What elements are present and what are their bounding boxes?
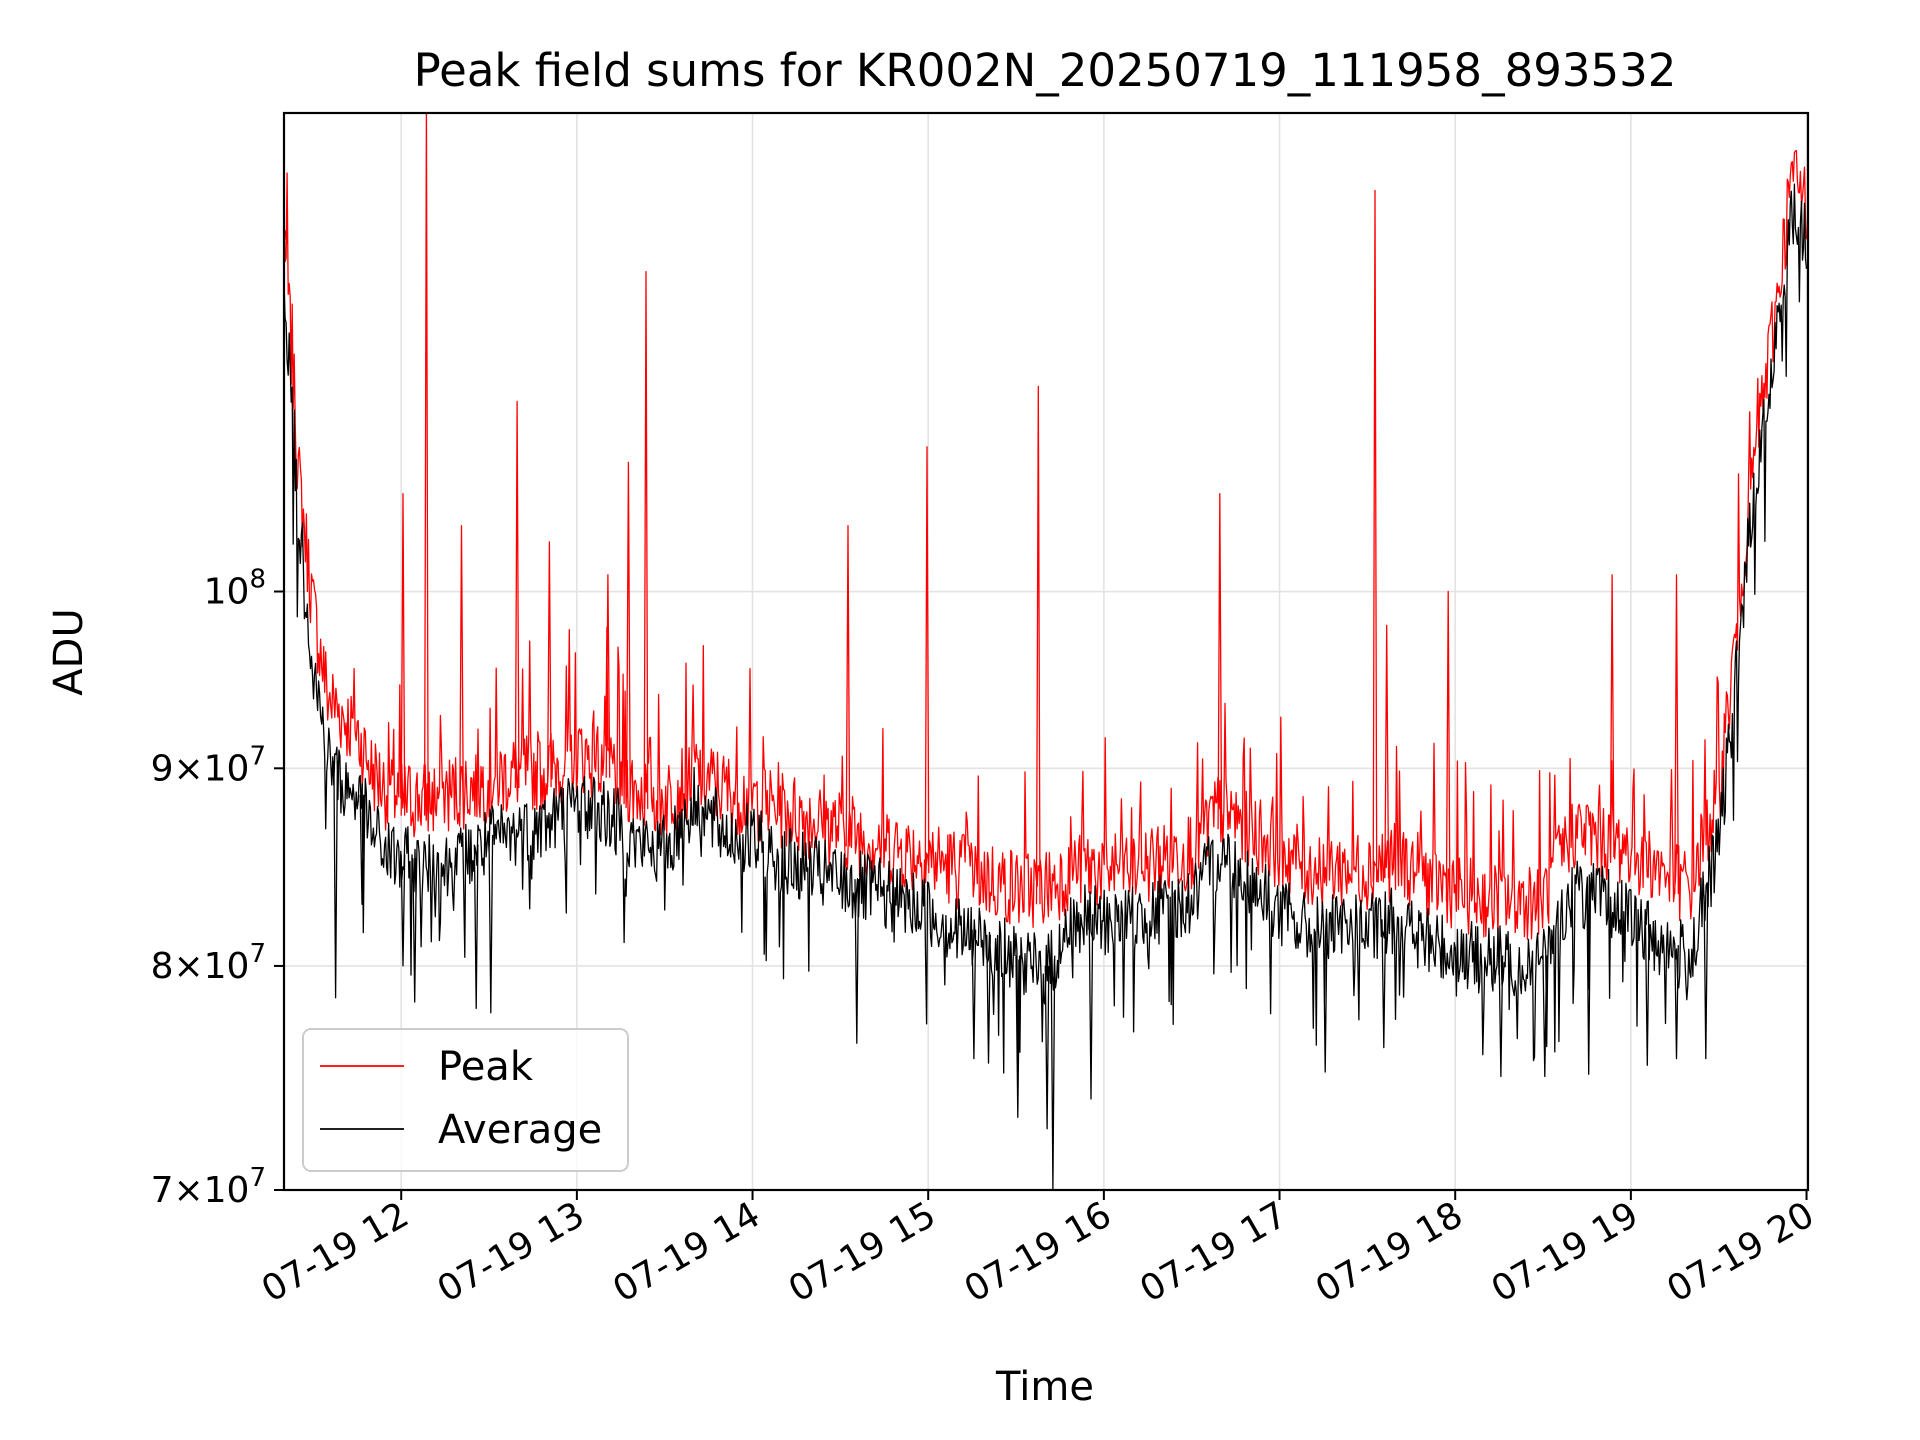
legend-label-peak: Peak — [438, 1044, 534, 1090]
y-tick-label: 8×107 — [151, 939, 266, 987]
plot-series — [284, 113, 1808, 1190]
plot-frame — [282, 111, 1810, 1192]
legend-label-average: Average — [438, 1107, 602, 1153]
legend: Peak Average — [302, 1028, 629, 1172]
legend-box — [302, 1028, 629, 1172]
series-line-average — [284, 183, 1808, 1190]
series-line-peak — [284, 113, 1808, 940]
y-tick-label: 9×107 — [151, 741, 266, 789]
y-axis-ticks: 7×107 8×107 9×107 108 — [151, 565, 284, 1211]
chart-title: Peak field sums for KR002N_20250719_1119… — [414, 44, 1677, 97]
x-axis-label: Time — [995, 1364, 1094, 1410]
y-tick-label: 7×107 — [151, 1163, 266, 1211]
y-tick-label: 108 — [204, 565, 266, 613]
y-axis-label: ADU — [46, 608, 92, 695]
